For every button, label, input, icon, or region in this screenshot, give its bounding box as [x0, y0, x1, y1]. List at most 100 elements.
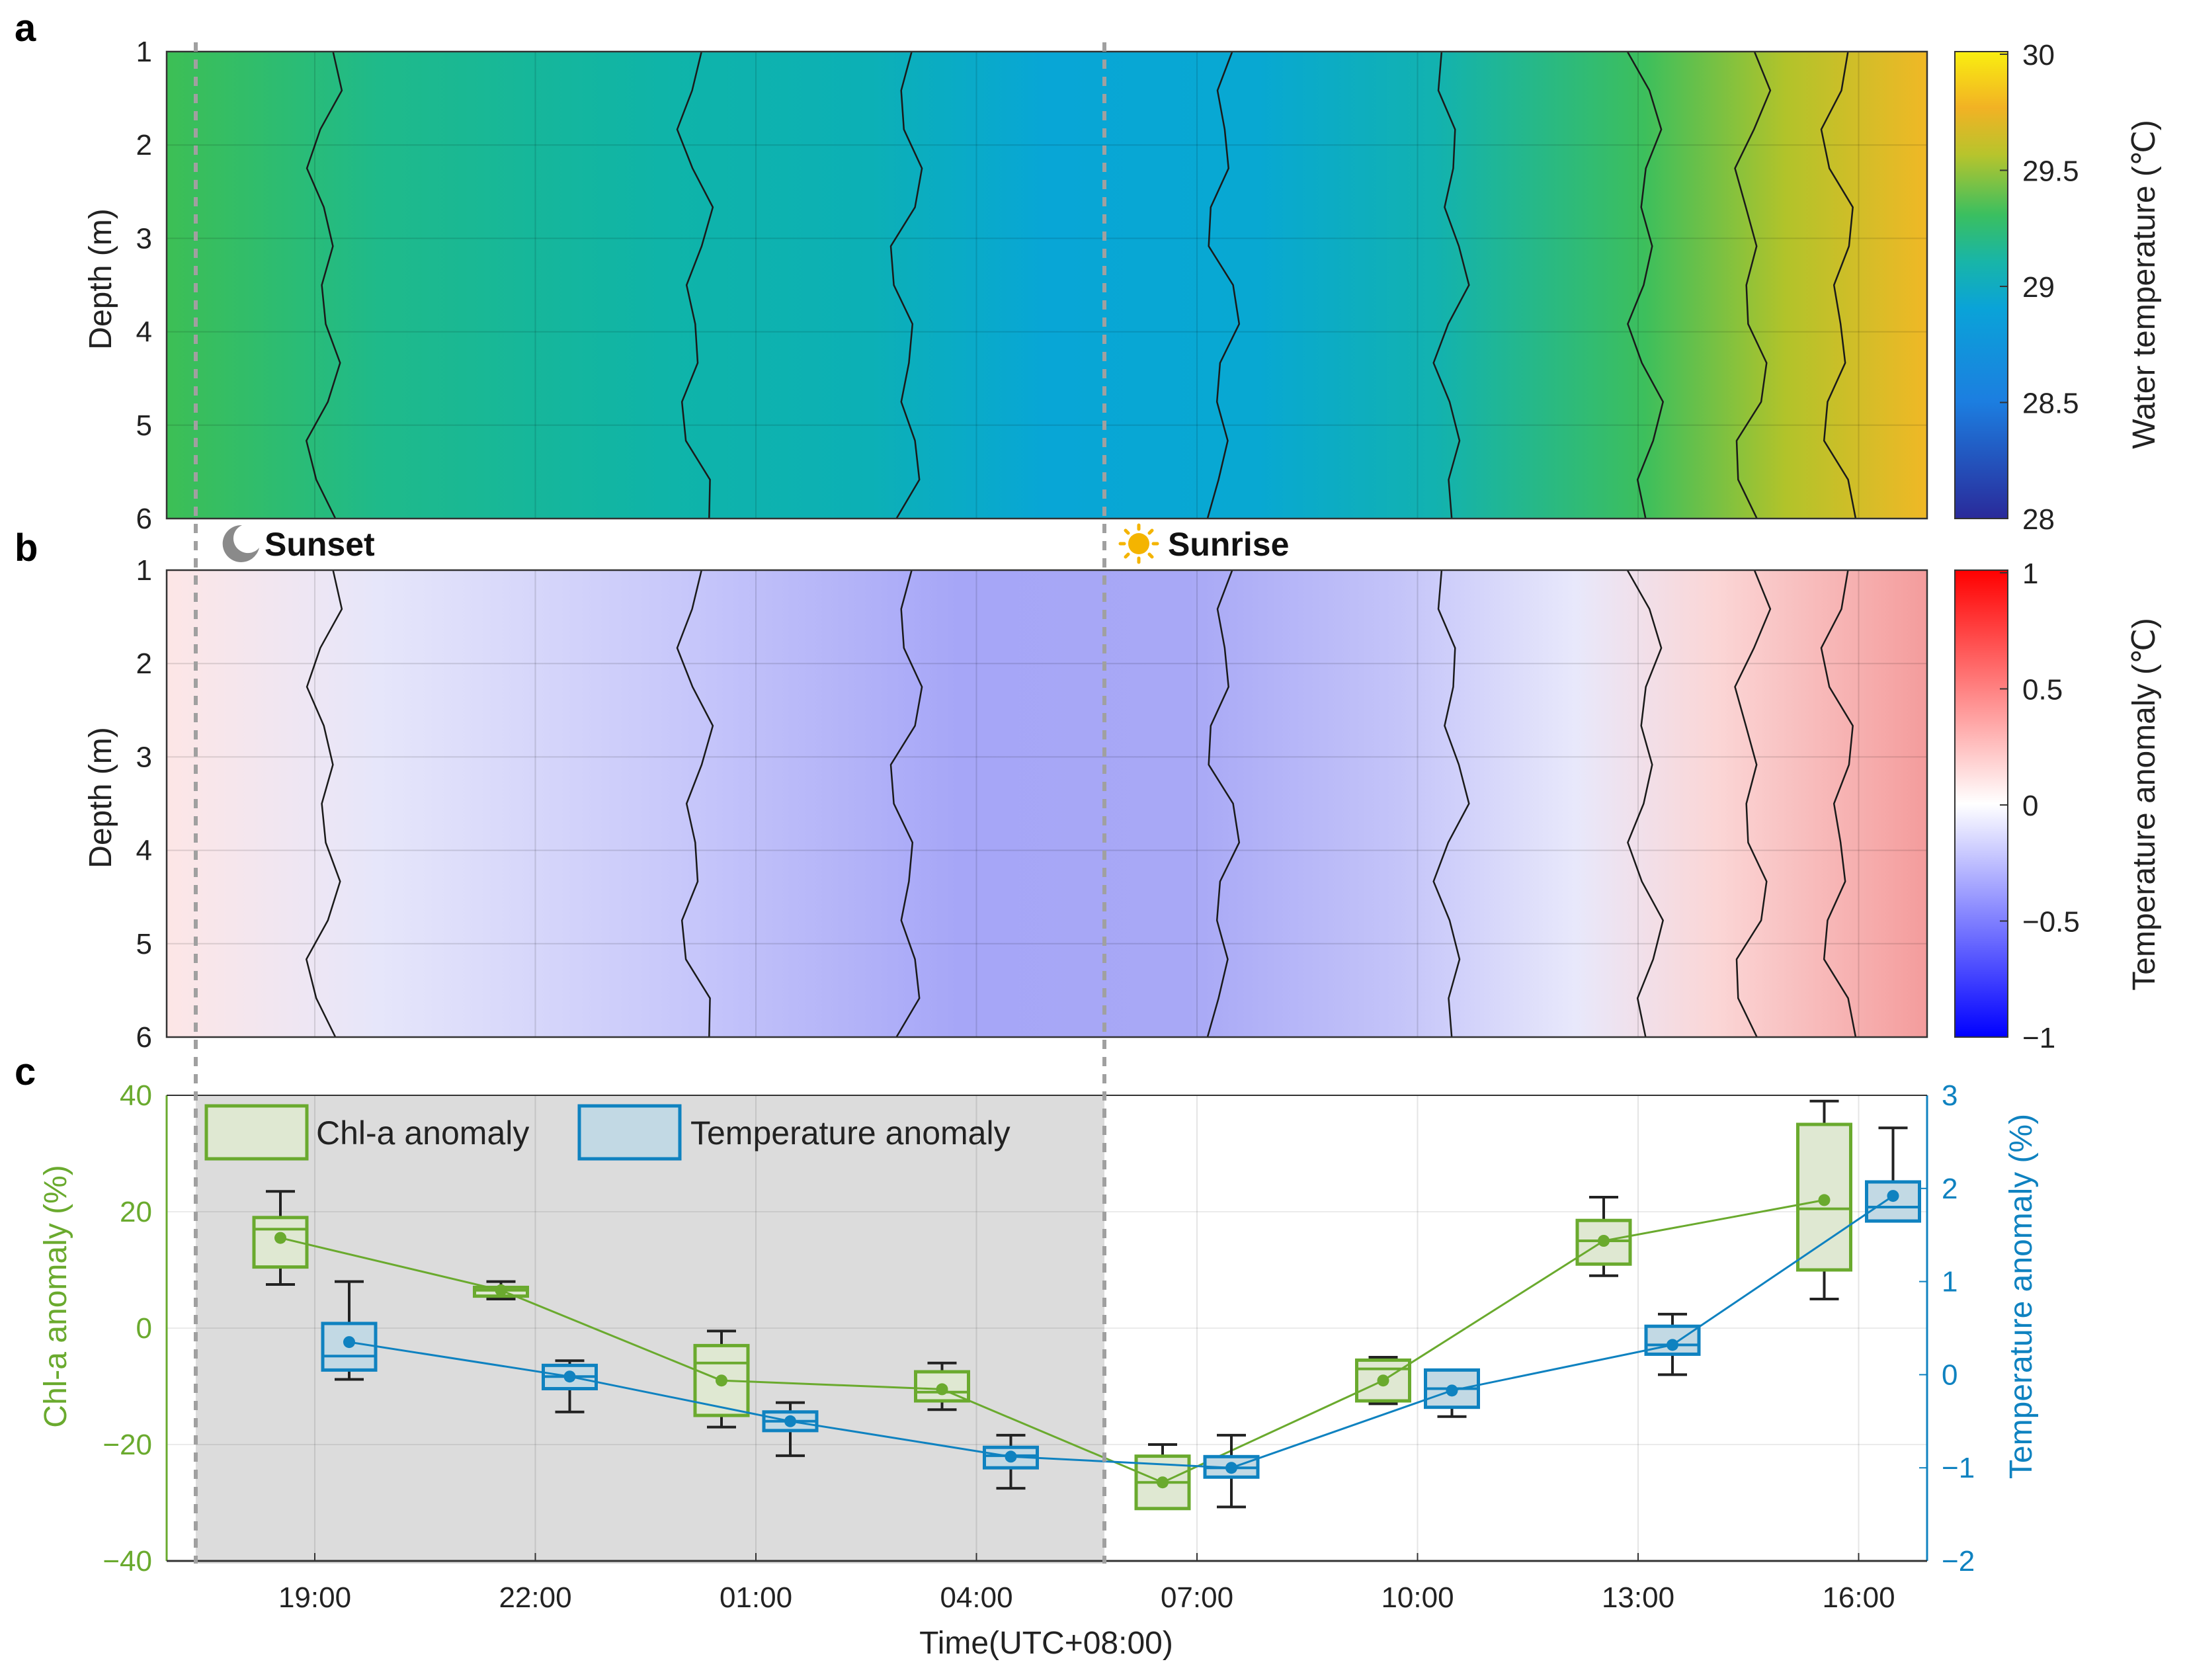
left-ytick-label: 20 [120, 1196, 152, 1228]
colorbar-b-tick-label: 0.5 [2022, 674, 2063, 706]
mean-point-temperature [343, 1336, 355, 1349]
sunrise-marker: Sunrise [1118, 523, 1289, 564]
panel-a-contour-line [305, 51, 343, 519]
mean-point-temperature [1005, 1450, 1017, 1463]
colorbar-a-tick-label: 30 [2022, 39, 2055, 71]
xtick-label: 07:00 [1161, 1581, 1233, 1614]
left-ytick-label: 40 [120, 1079, 152, 1112]
mean-point-temperature [1225, 1462, 1237, 1474]
right-ytick-label: 1 [1942, 1266, 1958, 1298]
panel-b-contour-line [889, 569, 923, 1038]
xtick-label: 16:00 [1822, 1581, 1895, 1614]
sun-icon [1118, 523, 1159, 564]
right-ytick-label: −2 [1942, 1545, 1975, 1577]
mean-point-temperature [784, 1415, 796, 1427]
panel-b-contour-line [1734, 569, 1772, 1038]
panel-a-contour-line [1432, 51, 1470, 519]
colorbar-water-temperature [1954, 51, 2008, 519]
panel-label-b: b [15, 526, 38, 569]
legend-label-chla: Chl-a anomaly [316, 1114, 529, 1152]
panel-a-contour-line [889, 51, 923, 519]
mean-point-temperature [1667, 1339, 1678, 1351]
panel-a-ytick-label: 1 [136, 36, 152, 68]
legend-swatch-chla [204, 1104, 309, 1161]
panel-c-y2label: Temperature anomaly (%) [2004, 1114, 2039, 1479]
panel-a-ylabel: Depth (m) [83, 208, 118, 349]
xtick-label: 04:00 [940, 1581, 1012, 1614]
xtick-label: 22:00 [499, 1581, 571, 1614]
colorbar-b-ticks: 1 0.5 0 −0.5 −1 [2000, 558, 2080, 1054]
heatmap-water-temperature [167, 51, 1927, 519]
panel-b-ytick-label: 4 [136, 835, 152, 867]
colorbar-a-tick-label: 28 [2022, 503, 2055, 536]
panel-a-contour-line [1820, 51, 1857, 519]
right-ytick-label: 2 [1942, 1173, 1958, 1205]
panel-a-contour-line [1206, 51, 1241, 519]
mean-point-temperature [1446, 1384, 1458, 1397]
mean-point-temperature [563, 1370, 576, 1383]
panel-b-axes: 1 2 3 4 5 6 [136, 554, 1928, 1054]
panel-label-a: a [15, 7, 36, 50]
legend-swatch-temperature [577, 1104, 682, 1161]
panel-a-contour-line [1626, 51, 1665, 519]
legend: Chl-a anomaly Temperature anomaly [204, 1104, 1010, 1161]
colorbar-b-tick-label: −0.5 [2022, 906, 2080, 939]
sunset-marker: Sunset [222, 525, 375, 563]
colorbar-b-tick-label: 1 [2022, 558, 2038, 590]
panel-a-field [167, 52, 1927, 519]
colorbar-a-label: Water temperature (℃) [2127, 120, 2162, 449]
panel-b-contour-line [305, 569, 343, 1038]
panel-label-c: c [15, 1050, 36, 1093]
mean-point-chla [495, 1284, 507, 1296]
mean-point-chla [1818, 1194, 1831, 1206]
heatmap-temperature-anomaly [167, 569, 1927, 1038]
panel-b-ylabel: Depth (m) [83, 727, 118, 868]
panel-b-ytick-label: 6 [136, 1021, 152, 1054]
colorbar-b-tick-label: 0 [2022, 790, 2038, 822]
left-ytick-label: −40 [103, 1545, 152, 1577]
mean-point-chla [274, 1232, 286, 1244]
panel-b-contour-line [1626, 569, 1665, 1038]
colorbar-a-ticks: 30 29.5 29 28.5 28 [2000, 39, 2079, 536]
xtick-label: 19:00 [278, 1581, 351, 1614]
mean-point-chla [1157, 1476, 1169, 1489]
mean-line-temperature [349, 1195, 1894, 1469]
sunset-label: Sunset [265, 526, 375, 563]
mean-point-chla [1598, 1235, 1610, 1247]
xtick-label: 01:00 [720, 1581, 792, 1614]
xtick-label: 13:00 [1602, 1581, 1674, 1614]
mean-line-chla [280, 1198, 1825, 1484]
panel-a-ytick-label: 6 [136, 503, 152, 535]
colorbar-temperature-anomaly [1954, 569, 2008, 1038]
panel-b-field [167, 570, 1927, 1037]
panel-a-contour-line [676, 51, 714, 519]
left-ytick-label: −20 [103, 1429, 152, 1461]
panel-a-axes: 1 2 3 4 5 6 [136, 36, 1928, 535]
xtick-label: 10:00 [1381, 1581, 1454, 1614]
panel-c-ylabel: Chl-a anomaly (%) [38, 1165, 73, 1427]
panel-b-frame [165, 569, 1928, 1038]
colorbar-a-tick-label: 29 [2022, 271, 2055, 304]
panel-a-ytick-label: 2 [136, 129, 152, 161]
colorbar-b-tick-label: −1 [2022, 1022, 2055, 1054]
panel-b-contour-line [676, 569, 714, 1038]
panel-a-ytick-label: 5 [136, 409, 152, 442]
panel-b-ytick-label: 1 [136, 554, 152, 587]
mean-point-chla [936, 1383, 948, 1396]
panel-b-ytick-label: 2 [136, 648, 152, 680]
left-ytick-label: 0 [136, 1312, 152, 1345]
panel-b-ytick-label: 3 [136, 741, 152, 773]
right-ytick-label: 3 [1942, 1079, 1958, 1112]
colorbar-a-tick-label: 29.5 [2022, 155, 2079, 188]
moon-icon [222, 525, 259, 562]
sunrise-label: Sunrise [1168, 526, 1289, 563]
panel-c-xlabel: Time(UTC+08:00) [919, 1626, 1173, 1661]
colorbar-a-tick-label: 28.5 [2022, 388, 2079, 420]
mean-point-temperature [1887, 1190, 1899, 1202]
colorbar-b-label: Temperature anomaly (℃) [2127, 618, 2162, 990]
panel-a-contour-line [1734, 51, 1772, 519]
mean-point-chla [716, 1374, 727, 1387]
legend-label-temperature: Temperature anomaly [690, 1114, 1010, 1152]
panel-b-contour-line [1206, 569, 1241, 1038]
